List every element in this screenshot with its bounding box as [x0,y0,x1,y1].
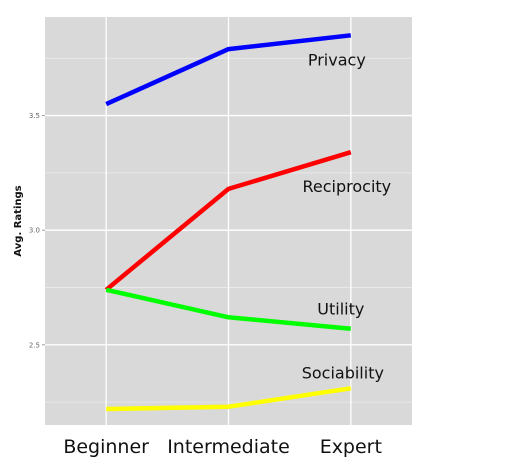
x-tick-label: Beginner [63,436,149,458]
y-tick-label: 2.5 [29,341,40,349]
x-tick-label: Expert [320,436,382,458]
series-label-reciprocity: Reciprocity [303,177,392,196]
series-line-sociability [106,386,352,412]
grid-lines [45,17,412,425]
series-lines [104,33,352,412]
series-labels: Privacy Reciprocity Utility Sociability [302,50,391,382]
y-axis-label: Avg. Ratings [13,185,24,256]
y-tick-label: 3.0 [29,227,40,235]
series-line-reciprocity [104,150,352,292]
y-axis-ticks: 2.5 3.0 3.5 [29,112,45,349]
series-label-utility: Utility [317,300,364,319]
series-line-privacy [105,33,352,107]
x-axis-ticks: Beginner Intermediate Expert [63,436,382,458]
series-label-privacy: Privacy [308,50,366,69]
series-line-utility [105,287,352,331]
y-tick-label: 3.5 [29,112,40,120]
series-label-sociability: Sociability [302,363,384,382]
x-tick-label: Intermediate [167,436,290,458]
